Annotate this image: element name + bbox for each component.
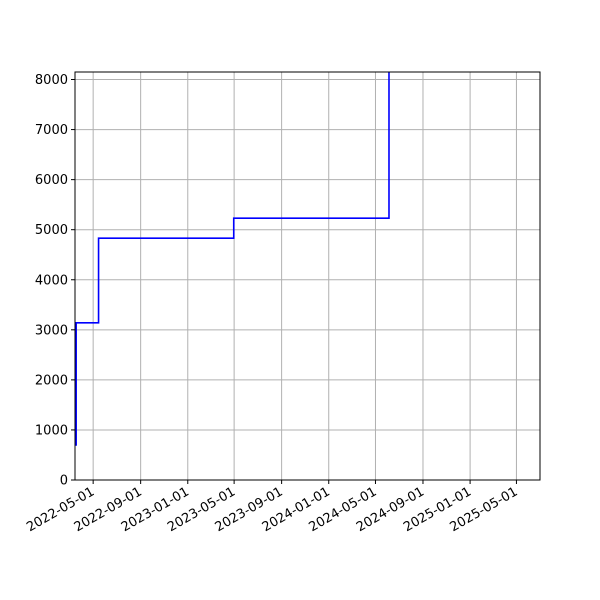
y-tick-label: 3000: [35, 323, 68, 338]
y-tick-label: 2000: [35, 373, 68, 388]
y-tick-label: 4000: [35, 273, 68, 288]
y-tick-label: 6000: [35, 173, 68, 188]
y-tick-label: 1000: [35, 423, 68, 438]
y-tick-label: 5000: [35, 223, 68, 238]
y-tick-label: 7000: [35, 123, 68, 138]
y-tick-label: 0: [60, 474, 68, 489]
y-tick-label: 8000: [35, 73, 68, 88]
